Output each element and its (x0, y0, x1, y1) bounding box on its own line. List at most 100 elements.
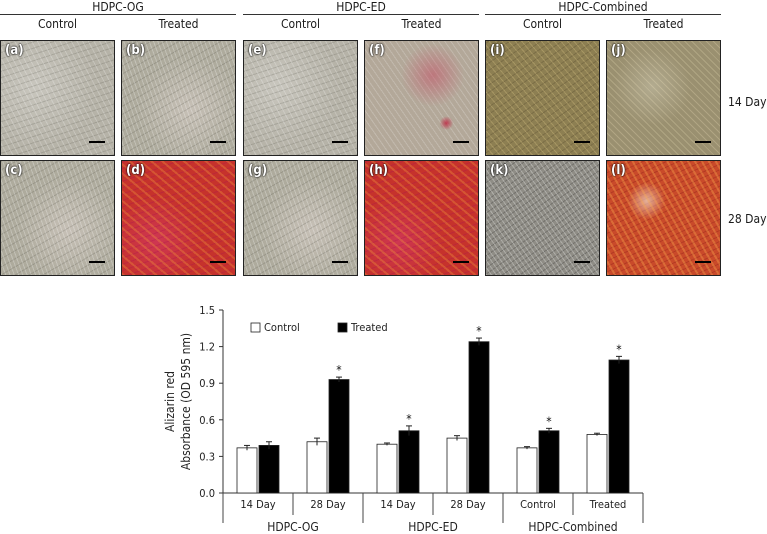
x-tick-label: 28 Day (450, 498, 485, 511)
scale-bar (332, 261, 348, 263)
micrograph-panel: (i) (485, 40, 600, 156)
significance-marker: * (336, 363, 342, 377)
group-title: HDPC-ED (336, 0, 386, 14)
bar-treated (538, 430, 560, 494)
micrograph-panel: (h) (364, 160, 479, 276)
bar-control (376, 443, 398, 494)
x-tick-label: 14 Day (380, 498, 415, 511)
y-tick-label: 0.9 (199, 377, 215, 390)
panel-letter: (c) (5, 163, 23, 178)
scale-bar (574, 141, 590, 143)
panel-letter: (i) (490, 43, 505, 58)
micrograph-image (122, 41, 235, 155)
panel-letter: (b) (126, 43, 146, 58)
column-label-treated: Treated (401, 17, 442, 31)
column-label-control: Control (38, 17, 77, 31)
bar-control (236, 447, 258, 494)
group-divider (243, 14, 479, 15)
micrograph-image (244, 161, 357, 275)
y-tick-label: 1.5 (199, 304, 215, 317)
scale-bar (210, 261, 226, 263)
column-label-treated: Treated (158, 17, 199, 31)
x-group-label: HDPC-OG (267, 520, 319, 534)
micrograph-image (244, 41, 357, 155)
legend-label: Treated (350, 321, 388, 334)
scale-bar (453, 141, 469, 143)
micrograph-panel: (a) (0, 40, 115, 156)
x-tick-label: Control (520, 498, 556, 511)
column-label-control: Control (281, 17, 320, 31)
panel-letter: (l) (611, 163, 626, 178)
group-divider (485, 14, 721, 15)
bar-control (586, 434, 608, 494)
x-group-label: HDPC-ED (408, 520, 458, 534)
panel-letter: (a) (5, 43, 24, 58)
column-label-treated: Treated (643, 17, 684, 31)
panel-letter: (g) (248, 163, 268, 178)
scale-bar (574, 261, 590, 263)
y-axis-label: Absorbance (OD 595 nm) (179, 333, 193, 470)
panel-letter: (k) (490, 163, 509, 178)
x-tick-label: Treated (589, 498, 627, 511)
micrograph-image (607, 161, 720, 275)
micrograph-panel: (j) (606, 40, 721, 156)
scale-bar (332, 141, 348, 143)
scale-bar (89, 141, 105, 143)
micrograph-panel: (g) (243, 160, 358, 276)
group-divider (0, 14, 236, 15)
micrograph-image (365, 41, 478, 155)
micrograph-panel: (b) (121, 40, 236, 156)
micrograph-panel: (e) (243, 40, 358, 156)
micrograph-panel: (l) (606, 160, 721, 276)
significance-marker: * (616, 342, 622, 356)
micrograph-image (122, 161, 235, 275)
bar-treated (328, 379, 350, 494)
scale-bar (210, 141, 226, 143)
bar-treated (608, 359, 630, 494)
y-tick-label: 0.3 (199, 450, 215, 463)
micrograph-image (607, 41, 720, 155)
bar-control (446, 437, 468, 494)
micrograph-image (486, 161, 599, 275)
group-title: HDPC-OG (92, 0, 144, 14)
y-tick-label: 0.6 (199, 414, 215, 427)
scale-bar (453, 261, 469, 263)
y-axis-label: Alizarin red (163, 371, 177, 432)
micrograph-image (1, 41, 114, 155)
row-label: 28 Day (728, 212, 767, 226)
panel-letter: (e) (248, 43, 267, 58)
panel-letter: (j) (611, 43, 626, 58)
micrograph-panel: (c) (0, 160, 115, 276)
micrograph-image (365, 161, 478, 275)
micrograph-panel: (f) (364, 40, 479, 156)
x-tick-label: 14 Day (240, 498, 275, 511)
bar-treated (468, 341, 490, 494)
bar-control (306, 441, 328, 494)
row-label: 14 Day (728, 95, 767, 109)
y-tick-label: 0.0 (199, 487, 215, 500)
panel-letter: (d) (126, 163, 146, 178)
panel-letter: (f) (369, 43, 385, 58)
bar-control (516, 447, 538, 494)
x-tick-label: 28 Day (310, 498, 345, 511)
significance-marker: * (476, 324, 482, 338)
scale-bar (695, 141, 711, 143)
micrograph-image (1, 161, 114, 275)
bar-chart: 0.0 0.3 0.6 0.9 1.2 1.5 Alizarin red Absorbance… (163, 304, 644, 534)
y-tick-label: 1.2 (199, 341, 215, 354)
group-title: HDPC-Combined (558, 0, 648, 14)
bar-treated (258, 445, 280, 494)
x-group-label: HDPC-Combined (528, 520, 617, 534)
significance-marker: * (546, 414, 552, 428)
scale-bar (89, 261, 105, 263)
bar-treated (398, 430, 420, 494)
legend-label: Control (264, 321, 300, 334)
legend-swatch-control (250, 322, 261, 333)
micrograph-panel: (d) (121, 160, 236, 276)
panel-letter: (h) (369, 163, 389, 178)
significance-marker: * (406, 412, 412, 426)
legend-swatch-treated (337, 322, 348, 333)
micrograph-image (486, 41, 599, 155)
scale-bar (695, 261, 711, 263)
micrograph-panel: (k) (485, 160, 600, 276)
